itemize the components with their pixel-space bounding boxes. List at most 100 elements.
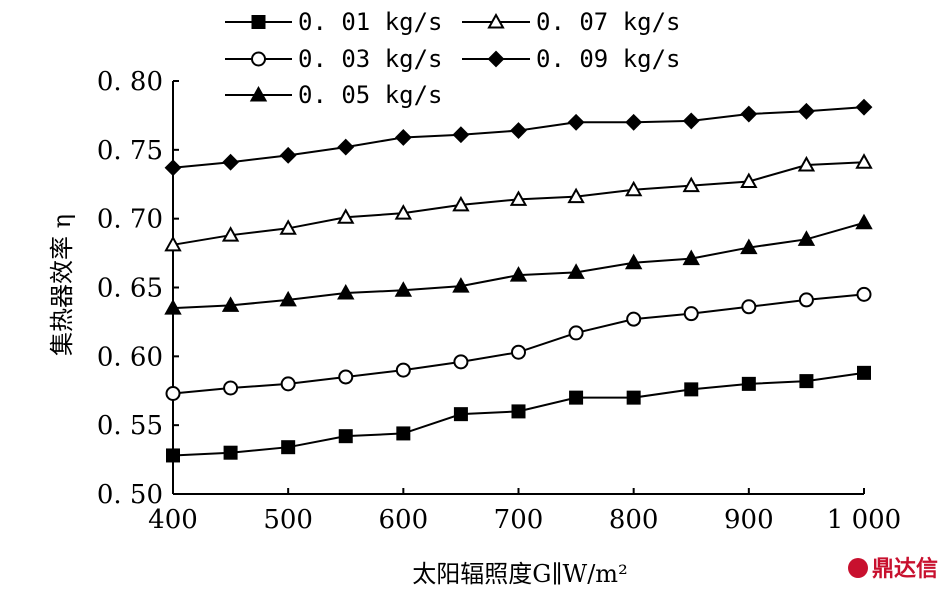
legend-label: 0. 07 kg/s: [536, 8, 681, 36]
data-point: [338, 429, 353, 444]
data-point: [684, 382, 699, 397]
data-point: [740, 105, 758, 123]
data-point: [281, 440, 296, 455]
y-tick-label: 0. 65: [97, 274, 163, 304]
data-point: [855, 98, 873, 116]
data-point: [682, 249, 700, 266]
legend-marker: [249, 85, 268, 102]
data-point: [164, 159, 182, 177]
data-point: [626, 311, 642, 327]
data-point: [741, 299, 757, 315]
data-point: [855, 153, 873, 169]
data-point: [626, 390, 641, 405]
x-tick-label: 600: [379, 505, 429, 535]
data-point: [452, 126, 470, 144]
data-point: [740, 238, 758, 255]
data-point: [799, 374, 814, 389]
legend-label: 0. 05 kg/s: [298, 81, 443, 109]
legend-item: 0. 05 kg/s: [225, 81, 443, 109]
y-tick-label: 0. 75: [97, 136, 163, 166]
legend-label: 0. 03 kg/s: [298, 45, 443, 73]
data-point: [624, 180, 643, 197]
x-axis-label: 太阳辐照度G∥W/m²: [412, 560, 627, 588]
data-point: [337, 283, 355, 300]
data-point: [166, 448, 180, 463]
watermark-text: 鼎达信: [872, 556, 938, 582]
data-point: [797, 155, 816, 172]
y-axis-label: 集热器效率 η: [48, 214, 76, 356]
series-2: [165, 286, 872, 402]
series-line: [172, 293, 865, 395]
data-point: [568, 325, 584, 341]
legend-label: 0. 09 kg/s: [536, 45, 681, 73]
series-3: [164, 213, 873, 315]
data-point: [856, 286, 872, 302]
legend-item: 0. 09 kg/s: [462, 45, 681, 73]
data-point: [221, 226, 240, 242]
data-point: [510, 122, 527, 139]
data-point: [682, 112, 700, 130]
watermark: 鼎达信: [848, 556, 938, 582]
data-point: [798, 292, 814, 308]
data-point: [741, 376, 756, 391]
legend-marker: [251, 15, 266, 29]
data-point: [569, 390, 584, 405]
data-point: [625, 113, 643, 131]
legend-item: 0. 07 kg/s: [462, 8, 681, 36]
x-tick-label: 700: [494, 505, 544, 535]
data-point: [453, 407, 468, 422]
data-point: [567, 113, 585, 131]
data-point: [280, 376, 296, 392]
data-point: [164, 235, 182, 252]
data-point: [337, 208, 355, 224]
legend-marker: [487, 50, 505, 68]
data-point: [509, 190, 528, 206]
data-point: [683, 306, 699, 322]
data-point: [453, 354, 469, 370]
series-line: [172, 221, 865, 310]
data-point: [624, 253, 643, 270]
data-point: [511, 344, 526, 360]
data-point: [223, 445, 238, 460]
series-layer: [164, 98, 873, 463]
legend-marker: [251, 51, 266, 67]
data-point: [279, 146, 297, 164]
data-point: [857, 365, 871, 380]
data-point: [279, 290, 297, 307]
y-tick-label: 0. 70: [97, 205, 163, 235]
x-tick-label: 500: [263, 505, 313, 535]
y-tick-label: 0. 55: [97, 411, 163, 441]
data-point: [221, 296, 240, 312]
data-point: [682, 176, 700, 193]
legend: 0. 01 kg/s 0. 03 kg/s 0. 05 kg/s 0. 07 kg/s…: [225, 8, 681, 109]
data-point: [396, 426, 411, 441]
x-tick-label: 900: [724, 505, 774, 535]
legend-marker: [487, 12, 505, 29]
data-point: [855, 213, 873, 230]
data-point: [338, 369, 354, 385]
y-tick-label: 0. 60: [97, 342, 163, 372]
axes: 0. 50 0. 55 0. 60 0. 65 0. 70 0. 75 0. 80 400 50…: [97, 67, 901, 535]
data-point: [165, 386, 181, 402]
x-tick-label: 800: [609, 505, 659, 535]
data-point: [394, 204, 413, 220]
data-point: [798, 102, 815, 120]
data-point: [567, 263, 585, 279]
data-point: [337, 138, 355, 156]
x-tick-label: 400: [148, 505, 198, 535]
x-tick-label: 1 000: [827, 505, 901, 535]
data-point: [567, 187, 585, 204]
series-1: [166, 365, 871, 463]
data-point: [452, 277, 470, 293]
series-4: [164, 153, 873, 252]
data-point: [509, 266, 528, 282]
data-point: [797, 230, 816, 246]
data-point: [279, 219, 297, 235]
legend-item: 0. 01 kg/s: [225, 8, 443, 36]
data-point: [395, 362, 411, 378]
data-point: [394, 281, 413, 297]
data-point: [511, 404, 526, 419]
data-point: [394, 129, 412, 146]
data-point: [223, 380, 239, 396]
